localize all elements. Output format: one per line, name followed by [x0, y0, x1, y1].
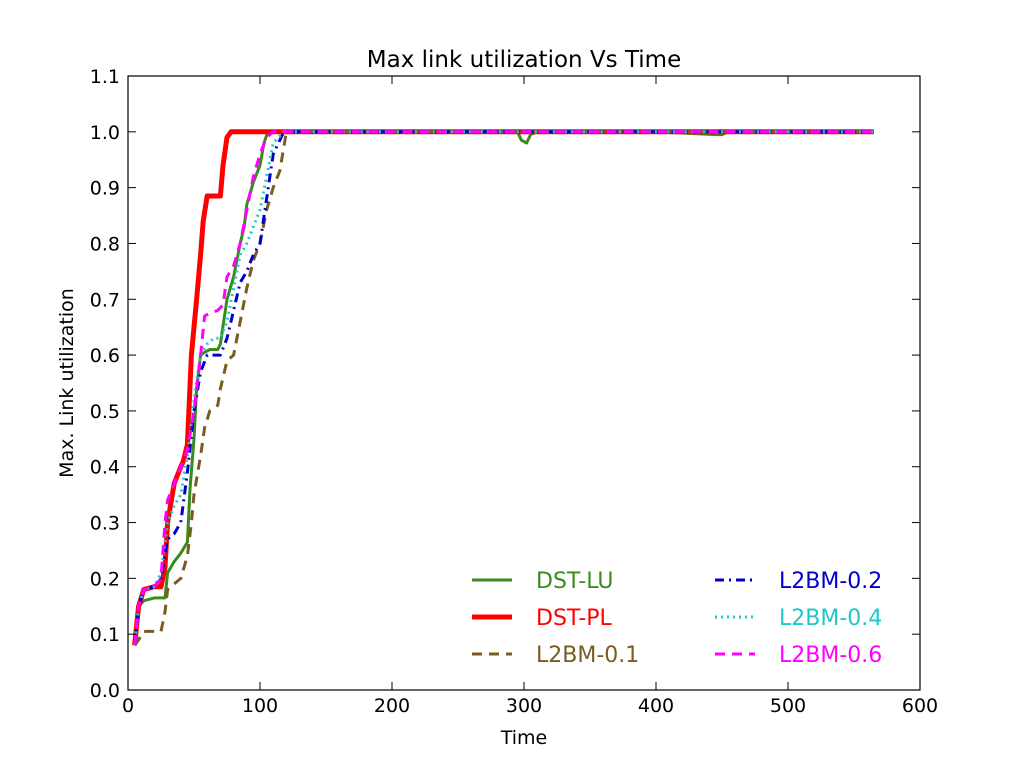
y-tick-label: 0.2: [90, 568, 120, 590]
legend-label: L2BM-0.4: [779, 606, 882, 631]
y-tick-label: 0.3: [90, 513, 120, 535]
y-tick-label: 1.1: [90, 66, 120, 88]
series-line-l2bm-0-6: [133, 130, 874, 646]
x-tick-label: 300: [506, 695, 542, 717]
legend-item: DST-LU: [472, 569, 614, 594]
y-tick-label: 0.8: [90, 233, 120, 255]
legend-item: L2BM-0.1: [472, 643, 639, 668]
y-tick-label: 0.5: [90, 401, 120, 423]
y-tick-label: 0.6: [90, 345, 120, 367]
y-tick-label: 0.1: [90, 624, 120, 646]
legend: DST-LU DST-PL L2BM-0.1 L2BM-0.2 L2BM-0.4 L2BM…: [472, 569, 882, 668]
x-axis-label: Time: [500, 727, 548, 749]
legend-label: DST-LU: [536, 569, 614, 594]
y-tick-label: 1.0: [90, 122, 120, 144]
legend-label: L2BM-0.2: [779, 569, 882, 594]
x-axis: 0 100 200 300 400 500 600: [122, 76, 938, 717]
x-tick-label: 400: [638, 695, 674, 717]
y-tick-label: 0.7: [90, 289, 120, 311]
series-line-l2bm-0-1: [133, 130, 874, 647]
y-tick-label: 0.9: [90, 178, 120, 200]
legend-label: DST-PL: [536, 606, 613, 631]
chart-title: Max link utilization Vs Time: [367, 47, 681, 73]
legend-item: L2BM-0.6: [715, 643, 882, 668]
legend-label: L2BM-0.1: [536, 643, 639, 668]
x-tick-label: 600: [902, 695, 938, 717]
y-tick-label: 0.0: [90, 680, 120, 702]
x-tick-label: 200: [374, 695, 410, 717]
x-tick-label: 100: [242, 695, 278, 717]
x-tick-label: 500: [770, 695, 806, 717]
legend-item: L2BM-0.4: [715, 606, 882, 631]
series-group: [132, 129, 874, 647]
y-axis: 0.0 0.1 0.2 0.3 0.4 0.5 0.6 0.7 0.8 0.9 1.0 1.1: [90, 66, 920, 702]
y-axis-label: Max. Link utilization: [56, 288, 78, 478]
legend-item: DST-PL: [472, 606, 613, 631]
y-tick-label: 0.4: [90, 457, 120, 479]
legend-item: L2BM-0.2: [715, 569, 882, 594]
x-tick-label: 0: [122, 695, 134, 717]
legend-label: L2BM-0.6: [779, 643, 882, 668]
